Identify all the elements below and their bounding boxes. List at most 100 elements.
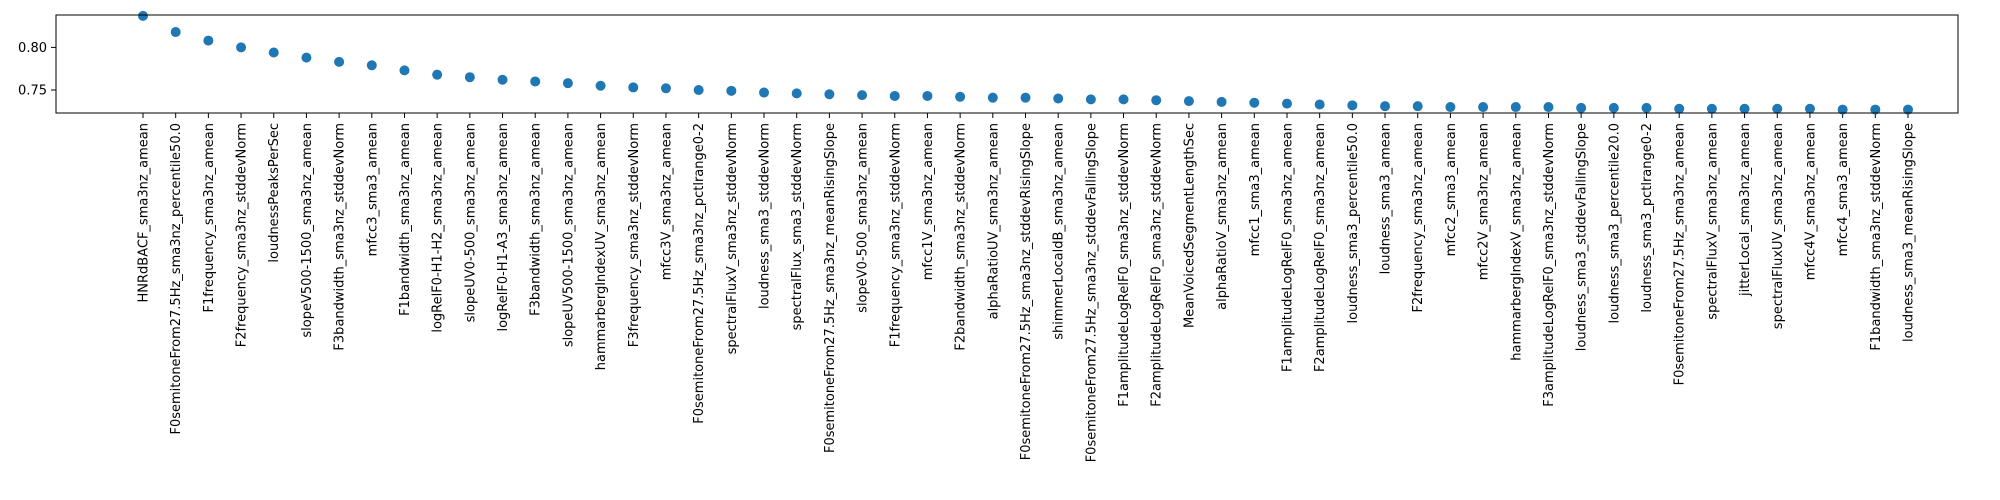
data-point [759, 87, 770, 98]
x-tick-label: loudness_sma3_percentile50.0 [1346, 123, 1361, 323]
data-point [857, 90, 868, 101]
x-tick-label: F1bandwidth_sma3nz_stddevNorm [1869, 123, 1884, 351]
data-point [1183, 96, 1194, 107]
x-tick-label: HNRdBACF_sma3nz_amean [137, 123, 152, 303]
x-tick-label: F3bandwidth_sma3nz_amean [529, 123, 544, 316]
data-point [660, 83, 671, 94]
x-tick-label: F0semitoneFrom27.5Hz_sma3nz_percentile50… [169, 123, 184, 435]
data-point [1281, 98, 1292, 109]
data-point [1804, 103, 1815, 114]
data-point [595, 80, 606, 91]
data-point [628, 82, 639, 93]
data-point [1543, 102, 1554, 113]
data-point [1706, 103, 1717, 114]
data-point [138, 10, 148, 21]
data-point [1053, 93, 1064, 104]
x-tick-label: F3bandwidth_sma3nz_stddevNorm [333, 123, 348, 351]
x-tick-label: mfcc1V_sma3nz_amean [921, 123, 936, 280]
data-point [1608, 102, 1619, 113]
x-tick-label: F2amplitudeLogRelF0_sma3nz_stddevNorm [1150, 123, 1165, 407]
x-tick-label: F0semitoneFrom27.5Hz_sma3nz_stddevRising… [1019, 123, 1034, 460]
x-tick-label: logRelF0-H1-H2_sma3nz_amean [431, 123, 446, 333]
x-tick-label: spectralFluxV_sma3nz_stddevNorm [725, 123, 740, 354]
data-point [726, 85, 737, 96]
x-tick-label: loudness_sma3_pctlrange0-2 [1640, 123, 1655, 313]
data-point [1347, 100, 1358, 111]
x-tick-label: slopeUV0-500_sma3nz_amean [463, 123, 478, 322]
data-point [530, 76, 541, 87]
x-tick-label: F0semitoneFrom27.5Hz_sma3nz_stddevFallin… [1084, 123, 1099, 462]
x-tick-label: spectralFlux_sma3_stddevNorm [790, 123, 805, 330]
data-point [236, 42, 247, 53]
x-tick-label: mfcc3V_sma3nz_amean [659, 123, 674, 280]
data-point [334, 56, 345, 67]
data-point [824, 89, 835, 100]
x-tick-label: F0semitoneFrom27.5Hz_sma3nz_meanRisingSl… [823, 123, 838, 453]
x-tick-label: mfcc4V_sma3nz_amean [1803, 123, 1818, 280]
data-point [1772, 103, 1783, 114]
x-tick-label: F1amplitudeLogRelF0_sma3nz_amean [1280, 123, 1295, 372]
x-tick-label: mfcc4_sma3_amean [1836, 123, 1851, 256]
data-point [955, 91, 966, 102]
data-point [1412, 101, 1423, 112]
x-tick-label: slopeUV500-1500_sma3nz_amean [561, 123, 576, 347]
x-tick-label: F2frequency_sma3nz_stddevNorm [235, 123, 250, 347]
data-point [432, 69, 443, 80]
data-point [1020, 92, 1031, 103]
x-tick-label: F2bandwidth_sma3nz_stddevNorm [954, 123, 969, 351]
data-point [562, 78, 573, 89]
x-tick-label: loudness_sma3_stddevFallingSlope [1575, 123, 1590, 351]
data-point [399, 65, 410, 76]
x-tick-label: mfcc3_sma3_amean [365, 123, 380, 256]
data-point [1216, 96, 1227, 107]
x-tick-label: F2amplitudeLogRelF0_sma3nz_amean [1313, 123, 1328, 372]
x-tick-label: logRelF0-H1-A3_sma3nz_amean [496, 123, 511, 332]
x-tick-label: shimmerLocaldB_sma3nz_amean [1052, 123, 1067, 340]
data-point [301, 52, 312, 63]
x-tick-label: F1frequency_sma3nz_stddevNorm [888, 123, 903, 347]
x-tick-label: spectralFluxUV_sma3nz_amean [1771, 123, 1786, 329]
x-tick-label: loudness_sma3_percentile20.0 [1607, 123, 1622, 323]
data-point [1085, 94, 1096, 105]
data-point [922, 90, 933, 101]
y-tick-label: 0.80 [18, 41, 47, 56]
data-point [268, 47, 279, 58]
data-point [170, 27, 181, 38]
x-tick-label: F1frequency_sma3nz_amean [202, 123, 217, 313]
x-tick-label: F0semitoneFrom27.5Hz_sma3nz_amean [1673, 123, 1688, 385]
x-tick-label: alphaRatioV_sma3nz_amean [1215, 123, 1230, 310]
data-point [1837, 104, 1848, 115]
x-tick-label: hammarbergIndexV_sma3nz_amean [1509, 123, 1524, 361]
data-point [791, 88, 802, 99]
x-tick-label: jitterLocal_sma3nz_amean [1738, 123, 1753, 297]
data-point [1151, 95, 1162, 106]
data-point [1510, 102, 1521, 113]
data-point [1478, 102, 1489, 113]
x-tick-label: loudness_sma3_amean [1379, 123, 1394, 274]
x-tick-label: F1bandwidth_sma3nz_amean [398, 123, 413, 316]
data-point [1314, 99, 1325, 110]
data-point [464, 72, 475, 83]
plot-border [55, 14, 1959, 114]
data-point [1674, 103, 1685, 114]
x-tick-label: F2frequency_sma3nz_amean [1411, 123, 1426, 313]
data-point [1870, 104, 1881, 115]
data-point [1903, 104, 1913, 115]
data-point [1739, 103, 1750, 114]
data-point [497, 74, 508, 85]
x-tick-label: slopeV500-1500_sma3nz_amean [300, 123, 315, 338]
x-tick-label: F0semitoneFrom27.5Hz_sma3nz_pctlrange0-2 [692, 123, 707, 424]
data-point [366, 60, 377, 71]
x-axis-ticks: HNRdBACF_sma3nz_amean F0semitoneFrom27.5H… [137, 113, 1917, 462]
data-points [138, 10, 1913, 115]
x-tick-label: spectralFluxV_sma3nz_amean [1705, 123, 1720, 320]
data-point [987, 92, 998, 103]
data-point [203, 35, 214, 46]
x-tick-label: alphaRatioUV_sma3nz_amean [986, 123, 1001, 319]
y-tick-label: 0.75 [18, 83, 47, 98]
x-tick-label: loudnessPeaksPerSec [267, 123, 282, 263]
x-tick-label: F1amplitudeLogRelF0_sma3nz_stddevNorm [1117, 123, 1132, 407]
x-tick-label: MeanVoicedSegmentLengthSec [1182, 123, 1197, 328]
x-tick-label: F3frequency_sma3nz_stddevNorm [627, 123, 642, 347]
